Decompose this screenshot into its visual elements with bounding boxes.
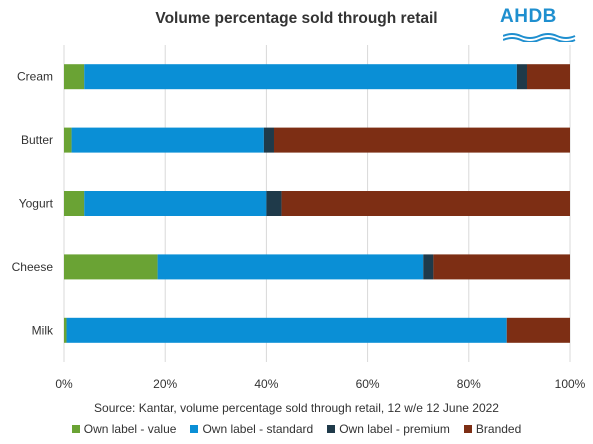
bar-segment — [516, 64, 527, 90]
legend-label: Own label - premium — [339, 422, 450, 436]
legend-label: Own label - value — [83, 422, 177, 436]
legend-label: Branded — [475, 422, 522, 436]
source-note: Source: Kantar, volume percentage sold t… — [94, 401, 499, 415]
ahdb-logo: AHDB — [500, 6, 580, 46]
x-tick-label: 40% — [254, 377, 278, 391]
logo-text: AHDB — [500, 6, 557, 27]
x-tick-label: 100% — [555, 377, 586, 391]
legend-item: Own label - premium — [327, 422, 450, 436]
legend: Own label - value Own label - standard Own… — [0, 422, 593, 436]
bar-segment — [64, 254, 158, 280]
bar-segment — [64, 64, 85, 90]
x-tick-label: 20% — [153, 377, 177, 391]
bar-segment — [71, 127, 264, 153]
bar-segment — [526, 64, 570, 90]
x-tick-label: 80% — [457, 377, 481, 391]
bar-segment — [84, 191, 267, 216]
stacked-bar-chart: 0% 20% 40% 60% 80% 100% Cream Butter Yogurt Chees… — [12, 45, 586, 391]
legend-item: Own label - standard — [190, 422, 313, 436]
legend-label: Own label - standard — [202, 422, 314, 436]
bar-segment — [433, 254, 570, 280]
chart-title: Volume percentage sold through retail — [155, 10, 438, 27]
category-label: Cream — [17, 70, 53, 84]
category-label: Butter — [21, 133, 53, 147]
legend-swatch — [463, 425, 472, 433]
bar-segment — [157, 254, 424, 280]
wave-icon — [503, 33, 576, 42]
legend-item: Own label - value — [71, 422, 177, 436]
legend-swatch — [190, 425, 199, 433]
bar-segment — [423, 254, 434, 280]
x-tick-label: 0% — [55, 377, 73, 391]
category-label: Cheese — [12, 260, 54, 274]
bar-segment — [64, 317, 67, 343]
bar-segment — [84, 64, 517, 90]
bar-segment — [266, 191, 282, 216]
bar-segment — [506, 317, 570, 343]
bar-segment — [64, 127, 72, 153]
x-tick-label: 60% — [356, 377, 380, 391]
legend-swatch — [327, 425, 336, 433]
legend-swatch — [71, 425, 80, 433]
bar-segment — [281, 191, 570, 216]
category-label: Milk — [32, 323, 54, 337]
category-label: Yogurt — [19, 197, 54, 211]
bar-segment — [273, 127, 570, 153]
legend-item: Branded — [463, 422, 522, 436]
bar-segment — [263, 127, 274, 153]
bar-segment — [64, 191, 85, 216]
bar-segment — [66, 317, 507, 343]
